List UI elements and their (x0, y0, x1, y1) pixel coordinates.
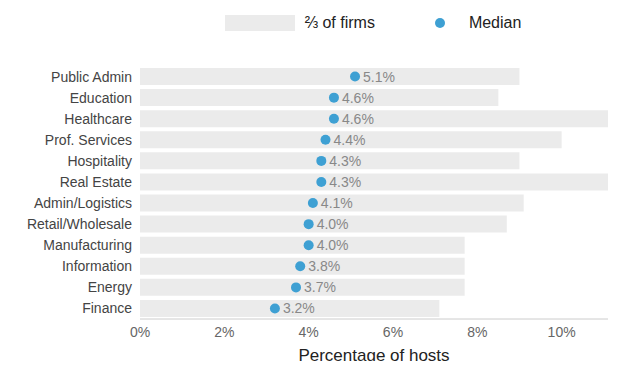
svg-text:Prof. Services: Prof. Services (45, 132, 132, 148)
svg-text:Public Admin: Public Admin (51, 69, 132, 85)
svg-text:4.6%: 4.6% (342, 111, 374, 127)
svg-text:Percentage of hosts: Percentage of hosts (298, 346, 449, 361)
svg-text:Real Estate: Real Estate (60, 174, 133, 190)
svg-text:5.1%: 5.1% (363, 69, 395, 85)
svg-text:10%: 10% (548, 324, 576, 340)
svg-text:4.3%: 4.3% (329, 153, 361, 169)
svg-text:Healthcare: Healthcare (64, 111, 132, 127)
svg-text:2%: 2% (214, 324, 234, 340)
html-text:⅔ of firms: ⅔ of firms (304, 14, 375, 31)
html-text:Median: Median (468, 14, 522, 31)
svg-text:Hospitality: Hospitality (67, 153, 132, 169)
svg-text:3.8%: 3.8% (308, 258, 340, 274)
svg-text:4%: 4% (299, 324, 319, 340)
svg-text:4.6%: 4.6% (342, 90, 374, 106)
svg-text:Information: Information (62, 258, 132, 274)
svg-text:Finance: Finance (82, 300, 132, 316)
svg-text:3.7%: 3.7% (304, 279, 336, 295)
svg-text:3.2%: 3.2% (283, 300, 315, 316)
svg-text:Admin/Logistics: Admin/Logistics (34, 195, 132, 211)
svg-text:0%: 0% (130, 324, 150, 340)
svg-text:Manufacturing: Manufacturing (43, 237, 132, 253)
svg-text:4.4%: 4.4% (334, 132, 366, 148)
svg-text:8%: 8% (467, 324, 487, 340)
svg-text:4.1%: 4.1% (321, 195, 353, 211)
svg-text:Energy: Energy (88, 279, 132, 295)
svg-text:Education: Education (70, 90, 132, 106)
svg-text:Retail/Wholesale: Retail/Wholesale (27, 216, 132, 232)
svg-text:4.3%: 4.3% (329, 174, 361, 190)
svg-text:4.0%: 4.0% (317, 237, 349, 253)
svg-text:4.0%: 4.0% (317, 216, 349, 232)
svg-text:6%: 6% (383, 324, 403, 340)
